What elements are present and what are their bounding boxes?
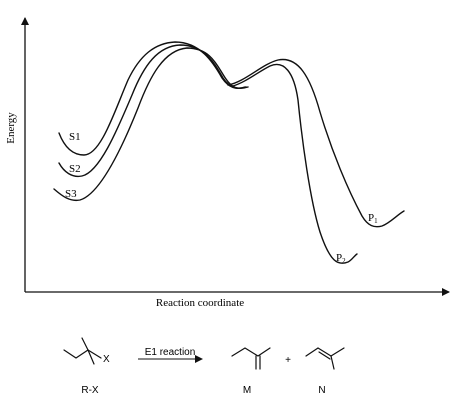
product-n-double-bond-b <box>318 351 331 360</box>
product-m-label: M <box>243 385 251 396</box>
product-m-structure <box>231 347 271 370</box>
product-label-p2: P2 <box>336 252 346 265</box>
product-n-double-bond-a <box>317 347 332 357</box>
plus-sign: + <box>285 355 291 366</box>
product-label-p2-letter: P <box>336 252 342 264</box>
product-label-p1: P1 <box>368 212 378 225</box>
energy-curve-to-p2 <box>232 63 358 264</box>
product-n-bond-1 <box>305 347 319 357</box>
energy-curve-s2 <box>58 44 247 178</box>
energy-curve-s1 <box>58 41 246 156</box>
reactant-backbone <box>63 349 89 359</box>
reactant-structure: X <box>63 337 110 365</box>
y-axis-label: Energy <box>5 112 17 144</box>
energy-curve-s3 <box>53 47 249 202</box>
x-axis-label: Reaction coordinate <box>156 297 244 309</box>
reactant-atom-x: X <box>103 354 110 365</box>
energy-curve-to-p1 <box>227 58 405 228</box>
product-n-label: N <box>318 385 325 396</box>
product-label-p2-subscript: 2 <box>342 257 346 265</box>
product-m-backbone <box>231 347 271 357</box>
reaction-arrow-label: E1 reaction <box>145 347 196 358</box>
reactant-methyl-down <box>87 349 95 365</box>
curve-label-s1: S1 <box>69 131 81 143</box>
reactant-label: R-X <box>81 385 99 396</box>
curve-label-s2: S2 <box>69 163 81 175</box>
reactant-bond-x <box>87 349 102 359</box>
product-label-p1-letter: P <box>368 212 374 224</box>
product-n-bond-3 <box>330 347 345 357</box>
product-n-structure <box>305 347 345 370</box>
product-label-p1-subscript: 1 <box>374 217 378 225</box>
reactant-methyl-up <box>81 337 89 351</box>
product-n-bond-4 <box>330 355 335 370</box>
curve-label-s3: S3 <box>65 188 77 200</box>
